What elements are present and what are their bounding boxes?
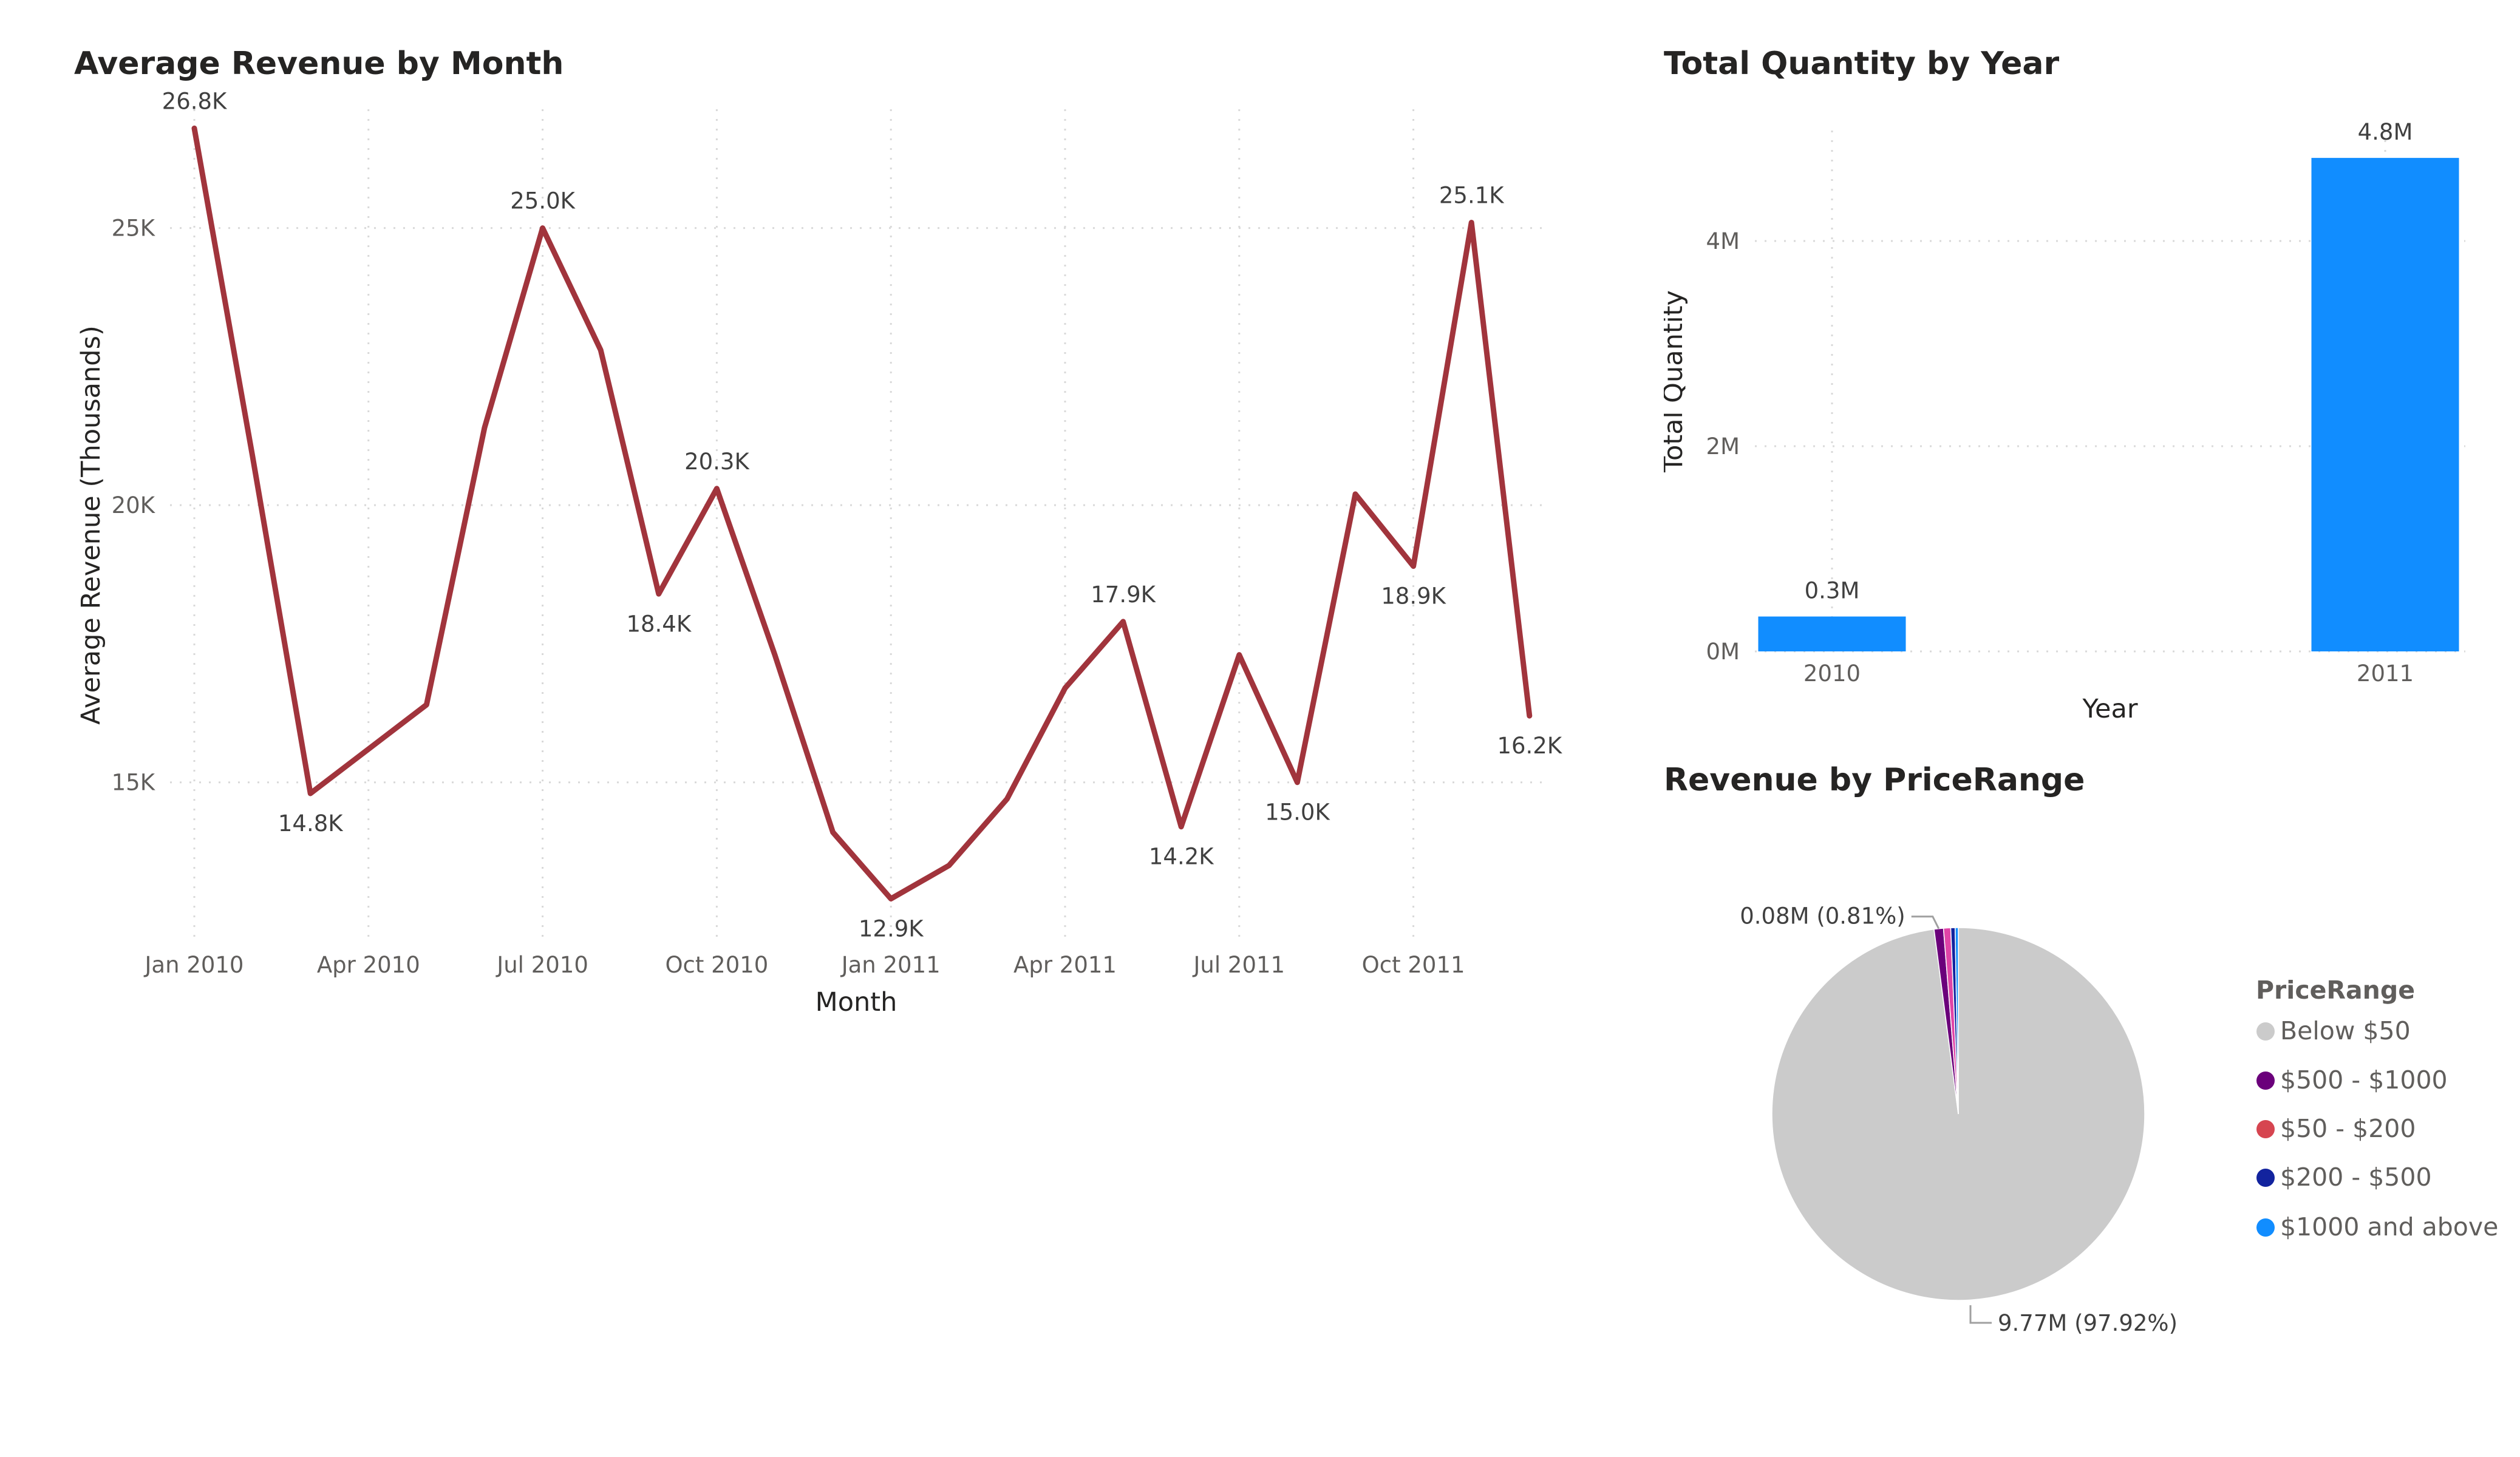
revenue-series-line xyxy=(191,125,1533,902)
line-data-label: 18.9K xyxy=(1381,583,1446,610)
legend-title: PriceRange xyxy=(2256,976,2415,1005)
bar-data-label: 4.8M xyxy=(2358,119,2413,145)
y-axis-title: Average Revenue (Thousands) xyxy=(76,325,106,725)
legend-swatch xyxy=(2256,1072,2275,1090)
line-data-label: 14.8K xyxy=(278,810,344,837)
line-data-label: 25.0K xyxy=(510,188,576,214)
x-tick-label: Jul 2011 xyxy=(1193,952,1286,978)
bar-2010 xyxy=(1758,616,1906,651)
x-tick-label: Jan 2011 xyxy=(840,952,941,978)
pie-leader-line xyxy=(1911,915,1940,929)
line-data-label: 26.8K xyxy=(162,88,228,114)
legend-item-label: Below $50 xyxy=(2280,1016,2411,1045)
x-tick-label: Oct 2010 xyxy=(665,952,768,978)
line-data-label: 12.9K xyxy=(859,915,924,942)
bar-data-label: 0.3M xyxy=(1805,578,1860,604)
x-tick-label: Jan 2010 xyxy=(144,952,244,978)
pie-chart: 0.08M (0.81%) 9.77M (97.92%) PriceRange Bel… xyxy=(1740,903,2498,1336)
bar-chart-title: Total Quantity by Year xyxy=(1664,46,2060,82)
y-tick-label: 25K xyxy=(112,216,156,242)
bar-y-tick-label: 2M xyxy=(1706,433,1740,460)
legend-item-label: $200 - $500 xyxy=(2280,1163,2432,1192)
bar-2011 xyxy=(2311,158,2459,651)
x-tick-label: Oct 2011 xyxy=(1362,952,1465,978)
bar-chart: 0M 2M 4M 0.3M 2010 4.8M 2011 Year Total Quantity xyxy=(1664,119,2465,724)
pie-slice-4 xyxy=(1955,927,1959,1115)
line-chart: Jan 2010 Apr 2010 Jul 2010 Oct 2010 Jan 2011… xyxy=(76,88,1563,1017)
x-tick-label: Jul 2010 xyxy=(495,952,588,978)
line-data-label: 20.3K xyxy=(684,449,750,475)
x-tick-label: Apr 2010 xyxy=(317,952,420,978)
x-axis-title: Month xyxy=(816,987,897,1017)
bar-x-tick-label: 2010 xyxy=(1803,661,1861,687)
line-data-label: 18.4K xyxy=(626,611,692,637)
bar-x-tick-label: 2011 xyxy=(2357,661,2414,687)
legend-item-label: $50 - $200 xyxy=(2280,1114,2416,1143)
line-chart-title: Average Revenue by Month xyxy=(74,46,564,82)
legend-swatch xyxy=(2256,1022,2275,1041)
line-data-label: 17.9K xyxy=(1091,582,1156,608)
line-data-label: 16.2K xyxy=(1497,733,1562,759)
x-tick-label: Apr 2011 xyxy=(1013,952,1117,978)
legend-item-label: $500 - $1000 xyxy=(2280,1065,2448,1095)
pie-data-label: 0.08M (0.81%) xyxy=(1740,903,1905,929)
bar-y-tick-label: 0M xyxy=(1706,639,1740,665)
legend-swatch xyxy=(2256,1218,2275,1237)
line-data-label: 25.1K xyxy=(1439,183,1505,209)
legend-item-label: $1000 and above xyxy=(2280,1212,2498,1241)
legend-swatch xyxy=(2256,1120,2275,1138)
pie-chart-title: Revenue by PriceRange xyxy=(1664,762,2085,798)
legend-swatch xyxy=(2256,1169,2275,1187)
bar-y-axis-title: Total Quantity xyxy=(1664,290,1689,473)
y-tick-label: 20K xyxy=(112,492,156,518)
bar-y-tick-label: 4M xyxy=(1706,228,1740,254)
line-data-label: 14.2K xyxy=(1149,844,1214,870)
pie-leader-line xyxy=(1969,1305,1992,1324)
pie-data-label: 9.77M (97.92%) xyxy=(1998,1310,2178,1336)
line-data-label: 15.0K xyxy=(1265,800,1330,826)
bar-x-axis-title: Year xyxy=(2082,694,2137,724)
y-tick-label: 15K xyxy=(112,770,156,796)
